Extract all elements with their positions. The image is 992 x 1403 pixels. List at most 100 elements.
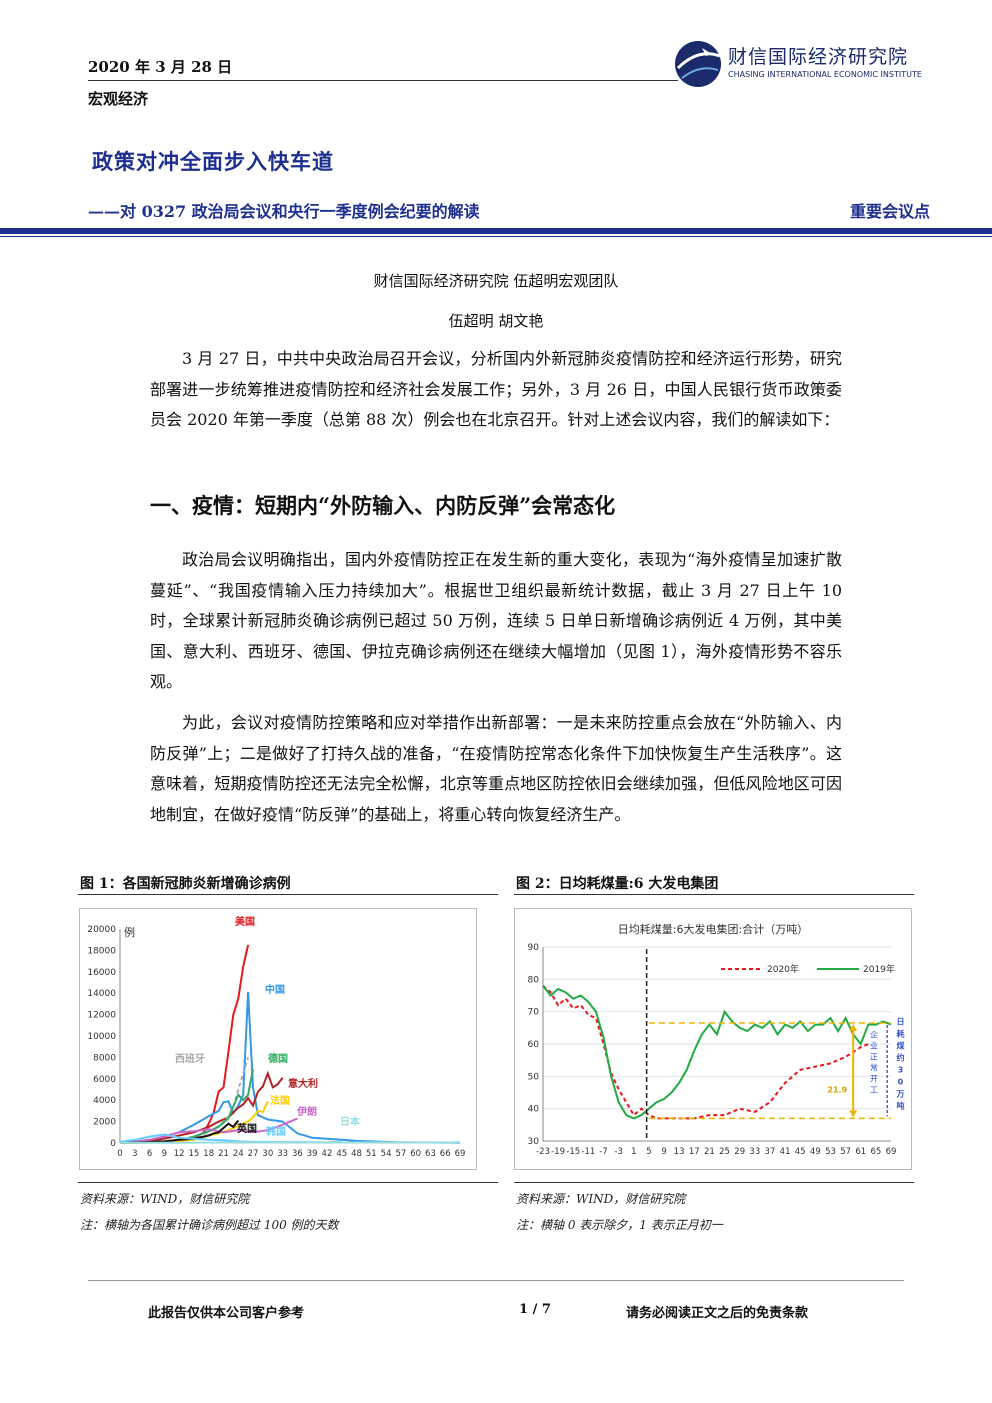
gap-value-label: 21.9 xyxy=(827,1086,847,1095)
research-team: 财信国际经济研究院 伍超明宏观团队 xyxy=(373,272,619,290)
side-label-char: 0 xyxy=(898,1078,904,1087)
x-tick-label: 17 xyxy=(689,1147,700,1157)
side-label-char: 企 xyxy=(870,1030,878,1040)
x-tick-label: 21 xyxy=(218,1149,229,1159)
series-label: 韩国 xyxy=(266,1125,286,1138)
figure1-chart-frame: 0 2000 4000 6000 8000 10000 12000 14000 16000 180… xyxy=(79,908,477,1170)
series-label: 英国 xyxy=(236,1122,257,1135)
intro-paragraph: 3 月 27 日，中共中央政治局召开会议，分析国内外新冠肺炎疫情防控和经济运行形… xyxy=(150,349,842,429)
report-subtitle: ——对 0327 政治局会议和央行一季度例会纪要的解读 xyxy=(88,202,480,221)
side-label-char: 开 xyxy=(870,1075,878,1084)
authors: 伍超明 胡文艳 xyxy=(448,312,544,330)
y-tick-label: 10000 xyxy=(87,1032,116,1042)
series-line xyxy=(119,1117,298,1144)
x-tick-label: 29 xyxy=(734,1147,745,1157)
y-tick-label: 14000 xyxy=(87,989,116,999)
side-label-char: 3 xyxy=(898,1066,904,1075)
figure2-rule-bottom xyxy=(514,1182,914,1183)
side-label-char: 煤 xyxy=(896,1041,904,1051)
x-tick-label: 65 xyxy=(870,1147,881,1157)
y-tick-label: 60 xyxy=(528,1040,540,1050)
y-tick-label: 6000 xyxy=(93,1075,116,1085)
y-tick-label: 2000 xyxy=(93,1118,116,1128)
series-label: 意大利 xyxy=(288,1077,318,1090)
footer-divider xyxy=(88,1280,904,1281)
x-tick-label: 33 xyxy=(749,1147,760,1157)
header-divider xyxy=(88,80,678,81)
x-tick-label: 37 xyxy=(765,1147,776,1157)
x-tick-label: -11 xyxy=(581,1147,595,1157)
gap-arrow-head-down xyxy=(849,1110,858,1118)
y-tick-label: 80 xyxy=(528,975,540,985)
x-tick-label: 3 xyxy=(132,1149,137,1159)
side-label-char: 业 xyxy=(870,1041,878,1051)
x-tick-label: 41 xyxy=(780,1147,791,1157)
y-tick-label: 20000 xyxy=(87,925,116,935)
series-label: 伊朗 xyxy=(296,1105,317,1118)
x-tick-label: 42 xyxy=(322,1149,333,1159)
legend-label-2019: 2019年 xyxy=(863,963,895,975)
figure2-chart-frame: 30 40 50 60 70 80 90 -23 -19 -15 -11 -7 -3 1 5 9 13 17 21 2… xyxy=(514,908,912,1170)
series-label: 日本 xyxy=(340,1115,361,1128)
y-tick-label: 50 xyxy=(528,1072,540,1082)
x-tick-label: 36 xyxy=(292,1149,303,1159)
figure1-source: 资料来源：WIND，财信研究院 xyxy=(80,1192,250,1206)
x-tick-label: -3 xyxy=(614,1147,622,1157)
y-tick-label: 18000 xyxy=(87,946,116,956)
x-tick-label: 27 xyxy=(248,1149,259,1159)
series-line xyxy=(119,1141,461,1144)
body-paragraph-2: 为此，会议对疫情防控策略和应对举措作出新部署：一是未来防控重点会放在“外防输入、… xyxy=(150,713,842,824)
x-tick-label: 63 xyxy=(425,1149,436,1159)
series-line xyxy=(119,1070,284,1144)
x-tick-label: 53 xyxy=(825,1147,836,1157)
x-tick-label: -15 xyxy=(566,1147,580,1157)
x-tick-label: 21 xyxy=(704,1147,715,1157)
y-tick-label: 40 xyxy=(528,1105,540,1115)
logo-name: 财信国际经济研究院 xyxy=(728,46,909,68)
report-tag: 重要会议点 xyxy=(849,202,930,221)
x-tick-label: 57 xyxy=(840,1147,851,1157)
x-tick-label: 33 xyxy=(277,1149,288,1159)
y-axis-unit-label: 例 xyxy=(124,925,135,939)
side-label-char: 吨 xyxy=(896,1101,904,1111)
x-tick-label: -23 xyxy=(536,1147,550,1157)
figure2-title: 图 2：日均耗煤量:6 大发电集团 xyxy=(516,876,719,892)
x-tick-label: -19 xyxy=(551,1147,565,1157)
gap-arrow-head-up xyxy=(849,1023,858,1031)
y-tick-label: 4000 xyxy=(93,1096,116,1106)
side-label-char: 工 xyxy=(870,1086,878,1095)
series-line xyxy=(119,944,250,1144)
side-label-char: 常 xyxy=(870,1064,878,1073)
x-tick-label: 69 xyxy=(886,1147,897,1157)
x-tick-label: 25 xyxy=(719,1147,730,1157)
series-line xyxy=(542,985,892,1120)
figure1-rule-bottom xyxy=(78,1182,498,1183)
figure1-title: 图 1：各国新冠肺炎新增确诊病例 xyxy=(80,876,291,892)
x-tick-label: 48 xyxy=(351,1149,362,1159)
side-label-char: 正 xyxy=(870,1053,878,1062)
section-heading: 一、疫情：短期内“外防输入、内防反弹”会常态化 xyxy=(150,493,616,518)
y-tick-label: 70 xyxy=(528,1008,540,1018)
x-tick-label: 0 xyxy=(117,1149,122,1159)
series-line xyxy=(542,985,869,1120)
series-line xyxy=(119,1057,250,1144)
x-tick-label: -7 xyxy=(599,1147,607,1157)
figure1-rule xyxy=(78,894,498,895)
x-tick-label: 54 xyxy=(381,1149,392,1159)
report-date: 2020 年 3 月 28 日 xyxy=(88,58,233,76)
body-paragraph-1: 政治局会议明确指出，国内外疫情防控正在发生新的重大变化，表现为“海外疫情呈加速扩… xyxy=(150,550,842,691)
y-tick-label: 30 xyxy=(528,1137,540,1147)
side-label-char: 日 xyxy=(896,1018,904,1027)
x-tick-label: 6 xyxy=(147,1149,152,1159)
side-label-char: 约 xyxy=(896,1053,904,1063)
x-tick-label: 66 xyxy=(440,1149,451,1159)
figure2-rule xyxy=(514,894,914,895)
logo-english: CHASING INTERNATIONAL ECONOMIC INSTITUTE xyxy=(728,70,922,79)
report-title: 政策对冲全面步入快车道 xyxy=(92,149,334,174)
x-tick-label: 18 xyxy=(203,1149,214,1159)
y-tick-label: 0 xyxy=(110,1139,116,1149)
institute-logo xyxy=(672,38,942,90)
footer-disclaimer: 此报告仅供本公司客户参考 xyxy=(148,1306,305,1321)
x-tick-label: 57 xyxy=(395,1149,406,1159)
